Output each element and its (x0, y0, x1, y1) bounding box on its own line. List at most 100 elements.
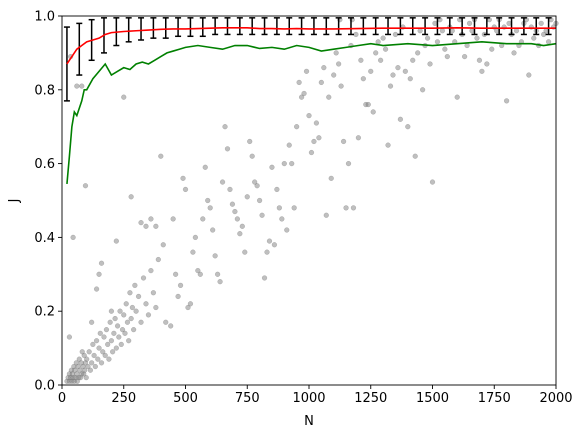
scatter-point (123, 301, 129, 307)
scatter-point (247, 138, 253, 145)
scatter-point (217, 279, 223, 285)
scatter-point (254, 183, 260, 189)
scatter-point (212, 253, 218, 259)
error-bar (187, 17, 194, 38)
scatter-point (127, 290, 133, 296)
scatter-point (380, 35, 386, 41)
scatter-point (264, 249, 270, 255)
scatter-point (205, 197, 211, 204)
error-bar (360, 17, 367, 36)
scatter-point (358, 57, 364, 63)
scatter-point (100, 349, 106, 355)
scatter-point (365, 101, 371, 108)
scatter-point (259, 212, 265, 218)
scatter-point (103, 327, 110, 333)
y-tick-label: 0.6 (34, 157, 55, 172)
error-bar (125, 17, 132, 43)
scatter-point (96, 271, 102, 277)
scatter-point (466, 20, 473, 27)
scatter-point (153, 304, 159, 311)
scatter-point (281, 160, 287, 167)
scatter-point (101, 334, 107, 340)
x-tick-label: 1750 (478, 391, 511, 406)
scatter-point (261, 275, 268, 281)
error-bar (261, 17, 268, 36)
y-tick-label: 1.0 (34, 10, 55, 25)
scatter-point (180, 175, 186, 182)
scatter-point (531, 35, 537, 41)
scatter-point (289, 160, 295, 167)
scatter-point (439, 28, 446, 34)
scatter-point (88, 319, 95, 325)
scatter-point (296, 79, 302, 86)
x-tick-label: 500 (173, 391, 198, 406)
scatter-point (227, 186, 233, 193)
scatter-point (85, 363, 91, 370)
scatter-point (306, 112, 312, 119)
scatter-point (126, 338, 132, 344)
scatter-point (434, 39, 441, 45)
scatter-point (84, 356, 90, 362)
x-axis-ticks: 0 250 500 750 1000 1250 1500 1750 2000 (58, 385, 573, 406)
scatter-point (105, 341, 111, 348)
scatter-point (284, 227, 290, 233)
scatter-point (143, 223, 149, 229)
scatter-point (158, 153, 164, 159)
red-series-line (66, 27, 556, 65)
scatter-point (172, 271, 179, 277)
scatter-point (93, 338, 100, 344)
scatter-point (148, 267, 154, 274)
scatter-point (392, 31, 399, 38)
scatter-point (412, 153, 418, 159)
x-tick-label: 750 (235, 391, 260, 406)
scatter-point (214, 271, 221, 277)
scatter-point (397, 116, 404, 122)
error-bar (533, 17, 540, 36)
scatter-point (333, 50, 339, 56)
error-bar (273, 17, 280, 36)
scatter-point (107, 319, 113, 325)
scatter-point (92, 363, 98, 370)
scatter-point (387, 83, 394, 89)
error-bar (434, 17, 441, 36)
x-tick-label: 250 (111, 391, 136, 406)
scatter-point (106, 356, 112, 362)
scatter-point (494, 28, 500, 34)
scatter-point (291, 205, 297, 211)
scatter-point (232, 208, 238, 215)
scatter-point (155, 256, 161, 263)
scatter-point (182, 186, 189, 193)
scatter-point (222, 124, 228, 130)
scatter-point (187, 301, 194, 307)
scatter-point (298, 94, 305, 100)
scatter-point (224, 146, 231, 152)
x-tick-label: 1500 (416, 391, 449, 406)
scatter-point (192, 234, 199, 241)
scatter-point (479, 68, 485, 74)
scatter-point (229, 201, 236, 207)
scatter-point (442, 46, 448, 52)
scatter-point (153, 223, 159, 229)
scatter-point (474, 35, 480, 41)
scatter-point (121, 312, 127, 318)
scatter-point (276, 205, 283, 211)
error-bar (446, 17, 453, 36)
scatter-point (308, 149, 315, 156)
x-axis-label: N (304, 414, 314, 429)
scatter-point (538, 20, 544, 27)
scatter-point (377, 57, 384, 63)
scatter-point (269, 164, 275, 170)
scatter-point (175, 293, 181, 300)
scatter-point (160, 242, 166, 248)
scatter-point (97, 330, 103, 336)
scatter-point (135, 293, 142, 300)
scatter-point (335, 61, 342, 67)
scatter-point (145, 312, 152, 318)
error-bar (150, 17, 157, 39)
scatter-point (177, 282, 184, 289)
scatter-point (444, 53, 450, 60)
error-bar (286, 17, 293, 36)
scatter-point (81, 352, 87, 359)
x-tick-label: 1250 (354, 391, 387, 406)
scatter-point (353, 31, 359, 38)
